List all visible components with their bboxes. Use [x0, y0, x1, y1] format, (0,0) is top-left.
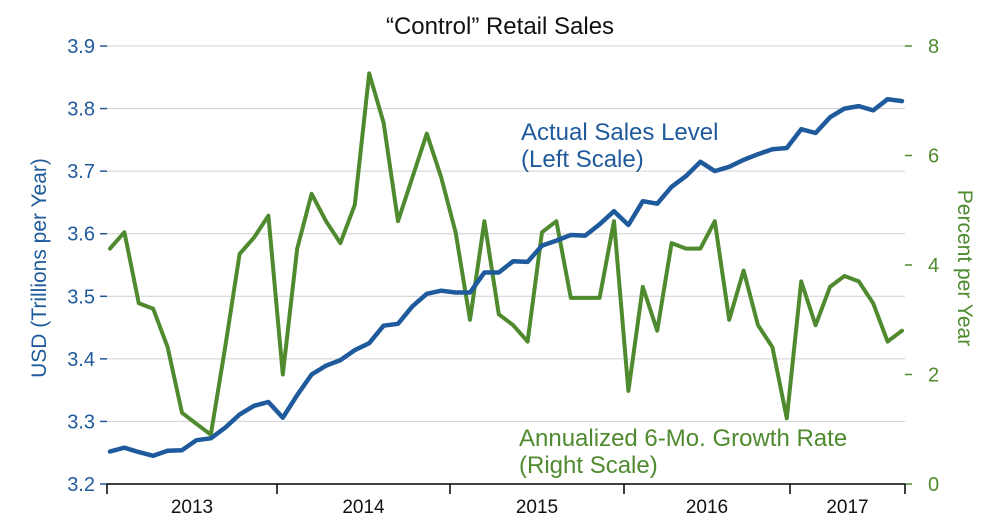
- right-tick-label: 4: [928, 255, 939, 277]
- right-tick-label: 8: [928, 36, 939, 58]
- right-tick-label: 0: [928, 474, 939, 496]
- right-tick-label: 2: [928, 365, 939, 387]
- left-tick-label: 3.6: [67, 224, 95, 246]
- left-tick-label: 3.3: [67, 411, 95, 433]
- right-y-axis: 0 2 4 6 8: [905, 36, 939, 496]
- grid: [107, 45, 905, 422]
- left-tick-label: 3.4: [67, 349, 95, 371]
- x-tick-label: 2013: [171, 497, 213, 518]
- annotation-growth-line2: (Right Scale): [519, 452, 658, 479]
- right-tick-label: 6: [928, 146, 939, 168]
- x-tick-label: 2014: [342, 497, 385, 518]
- left-tick-label: 3.5: [67, 286, 95, 308]
- left-tick-label: 3.8: [67, 99, 95, 121]
- left-tick-label: 3.2: [67, 474, 95, 496]
- left-axis-label: USD (Trillions per Year): [28, 158, 51, 378]
- x-tick-label: 2016: [686, 497, 728, 518]
- chart-title: “Control” Retail Sales: [386, 13, 614, 40]
- left-tick-label: 3.9: [67, 36, 95, 58]
- annotation-growth-line1: Annualized 6-Mo. Growth Rate: [519, 425, 847, 452]
- left-y-axis: 3.2 3.3 3.4 3.5 3.6 3.7 3.8 3.9: [67, 36, 107, 496]
- series-line-growth-rate: [108, 71, 904, 437]
- annotation-level-line1: Actual Sales Level: [521, 119, 718, 146]
- left-tick-label: 3.7: [67, 161, 95, 183]
- series-line-sales-level: [107, 96, 905, 459]
- annotation-level-line2: (Left Scale): [521, 146, 644, 173]
- x-tick-label: 2017: [826, 497, 868, 518]
- x-tick-label: 2015: [516, 497, 558, 518]
- x-axis: 2013 2014 2015 2016 2017: [106, 484, 906, 518]
- right-axis-label: Percent per Year: [953, 190, 976, 346]
